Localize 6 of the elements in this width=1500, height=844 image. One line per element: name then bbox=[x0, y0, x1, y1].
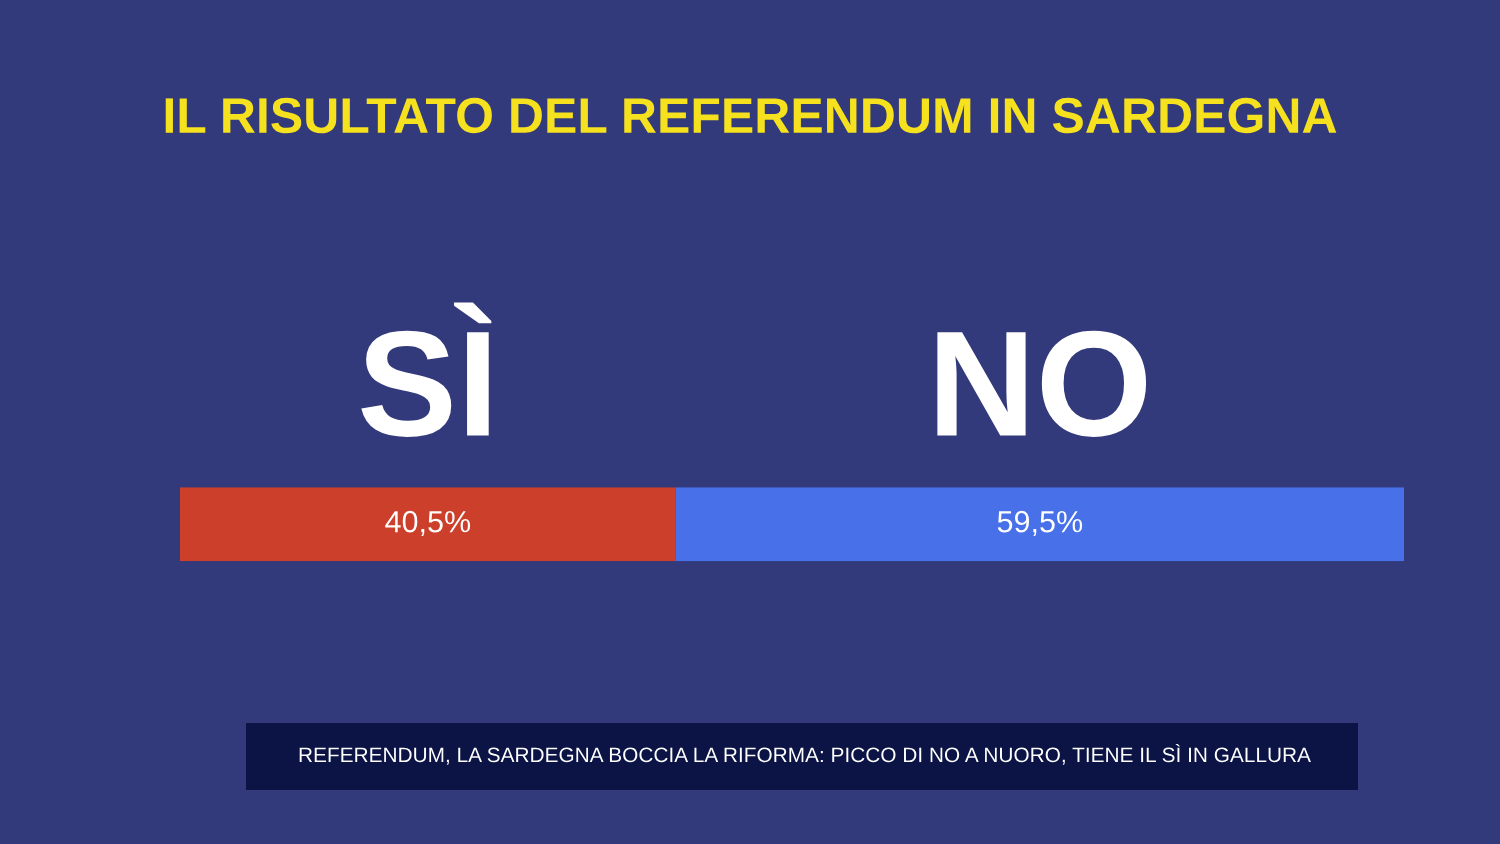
chart-title: IL RISULTATO DEL REFERENDUM IN SARDEGNA bbox=[165, 97, 1337, 134]
data-label: 59,5% bbox=[997, 510, 1083, 537]
series-label: NO bbox=[937, 330, 1147, 437]
data-label: 40,5% bbox=[385, 510, 471, 537]
text: REFERENDUM, LA SARDEGNA BOCCIA LA RIFORMA: PICCO DI NO A NUORO, TIENE IL SÌ IN GALLURA bbox=[299, 743, 1311, 765]
series-label: SÌ bbox=[361, 302, 492, 437]
